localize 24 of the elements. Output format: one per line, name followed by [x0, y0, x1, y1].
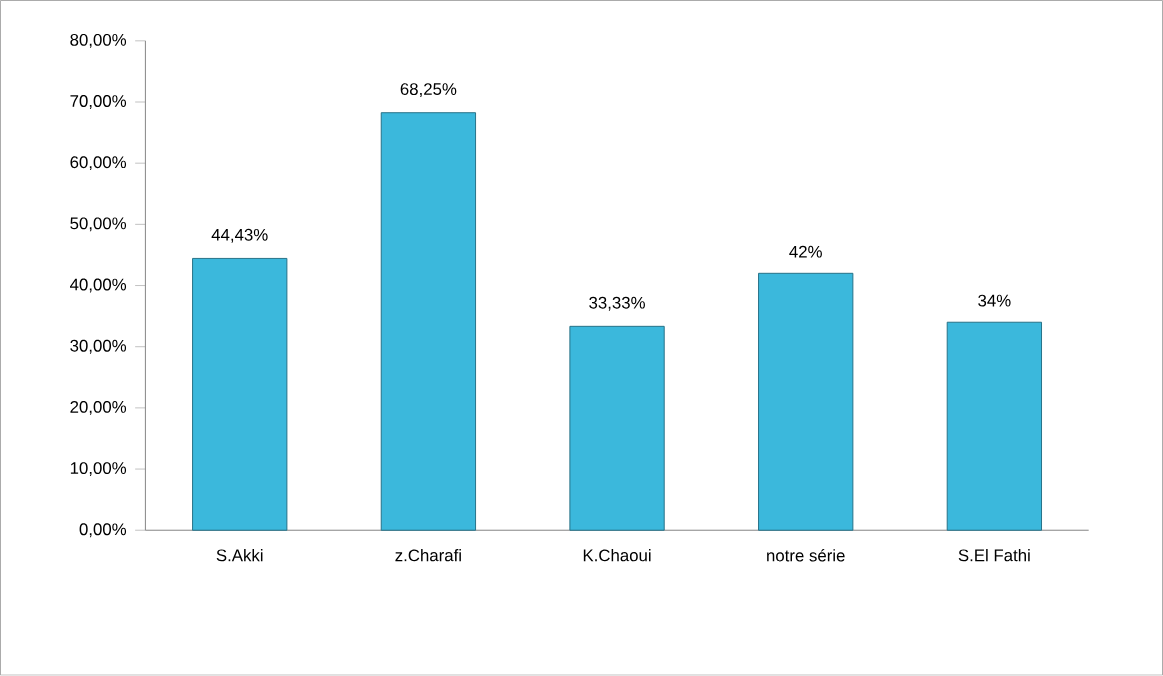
bar — [192, 258, 288, 531]
data-label: 33,33% — [589, 296, 645, 311]
bar — [758, 273, 854, 531]
y-tick-label: 20,00% — [70, 401, 127, 416]
y-tick-label: 30,00% — [70, 339, 127, 354]
bar — [946, 321, 1043, 531]
x-tick-label: S.El Fathi — [958, 549, 1030, 562]
x-tick-label: z.Charafi — [395, 549, 461, 562]
data-label: 44,43% — [211, 229, 268, 243]
y-tick-label: 10,00% — [70, 462, 127, 477]
data-label: 34% — [978, 294, 1011, 307]
y-tick-label: 0,00% — [79, 523, 127, 538]
x-tick-label: S.Akki — [216, 549, 263, 562]
y-tick-label: 70,00% — [70, 95, 127, 110]
bar — [380, 112, 477, 531]
y-tick-label: 40,00% — [70, 278, 127, 293]
y-tick-label: 60,00% — [70, 156, 127, 171]
data-label: 68,25% — [400, 83, 457, 98]
y-tick-label: 50,00% — [70, 217, 127, 232]
bar — [569, 326, 665, 531]
x-tick-label: notre série — [767, 549, 845, 562]
data-label: 42% — [789, 245, 822, 258]
y-tick-label: 80,00% — [70, 34, 127, 48]
x-tick-label: K.Chaoui — [583, 549, 651, 562]
